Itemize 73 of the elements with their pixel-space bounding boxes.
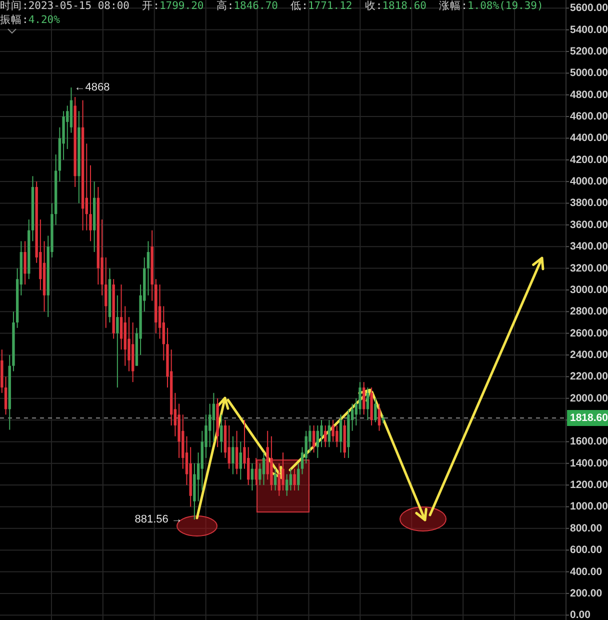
candlestick <box>293 468 296 491</box>
candlestick <box>378 403 381 432</box>
y-tick-label: 3400.00 <box>570 240 608 253</box>
candlestick <box>320 420 323 448</box>
y-tick-label: 2200.00 <box>570 370 608 383</box>
y-tick-label: 200.00 <box>570 587 602 600</box>
y-tick-label: 3600.00 <box>570 218 608 231</box>
chart-title: 时间:2023-05-15 08:00 开:1799.20 高:1846.70 低:1771.12 收:1818.60 涨幅:1.08%(19.39) <box>0 0 544 12</box>
candlestick <box>278 462 280 496</box>
y-tick-label: 4800.00 <box>570 88 608 101</box>
candlestick <box>104 256 108 328</box>
candlestick <box>262 452 266 486</box>
candlestick <box>208 403 212 448</box>
candlestick <box>128 316 130 372</box>
candlestick <box>24 240 26 286</box>
text: 振幅:4.20% <box>0 14 61 26</box>
y-tick-label: 1600.00 <box>570 436 608 448</box>
y-tick-label: 400.00 <box>570 566 602 578</box>
candlestick <box>336 424 338 448</box>
candlestick <box>282 452 284 491</box>
candlestick <box>116 294 119 388</box>
ref-line-label: 1818.60 <box>570 412 608 424</box>
candlestick <box>324 424 327 448</box>
y-tick-label: 5200.00 <box>570 45 608 58</box>
candlestick <box>366 387 370 421</box>
candlestick <box>297 462 300 491</box>
y-tick-label: 2600.00 <box>570 327 608 340</box>
y-tick-label: 0.00 <box>570 609 591 620</box>
candlestick <box>146 240 150 296</box>
y-tick-label: 1000.00 <box>570 500 608 513</box>
candlestick <box>162 306 165 361</box>
candlestick <box>232 436 234 475</box>
y-tick-label: 600.00 <box>570 544 602 556</box>
y-tick-label: 4000.00 <box>570 176 608 188</box>
candlestick <box>312 424 316 454</box>
y-tick-label: 2800.00 <box>570 306 608 318</box>
candlestick <box>362 382 366 416</box>
annotation: 881.56 → <box>134 514 182 526</box>
candlestick <box>254 457 258 486</box>
y-tick-label: 5400.00 <box>570 24 608 36</box>
candlestick <box>89 164 92 242</box>
y-tick-label: 5000.00 <box>570 67 608 80</box>
y-tick-label: 4200.00 <box>570 154 608 166</box>
y-tick-label: 3000.00 <box>570 284 608 296</box>
y-tick-label: 2000.00 <box>570 392 608 404</box>
candlestick <box>239 441 242 480</box>
y-tick-label: 3200.00 <box>570 262 608 274</box>
y-tick-label: 4400.00 <box>570 132 608 144</box>
y-tick-label: 800.00 <box>570 522 602 534</box>
candlestick <box>374 398 377 423</box>
y-tick-label: 4600.00 <box>570 110 608 123</box>
candlestick <box>274 468 277 491</box>
candlestick <box>120 284 123 350</box>
candlestick <box>286 474 288 496</box>
candlestick <box>250 462 254 491</box>
candlestick <box>220 414 223 454</box>
y-tick-label: 1200.00 <box>570 479 608 492</box>
candlestick <box>228 424 230 470</box>
candlestick <box>289 468 292 491</box>
y-tick-label: 2400.00 <box>570 348 608 361</box>
candlestick <box>332 420 334 442</box>
y-tick-label: 1400.00 <box>570 457 608 470</box>
y-tick-label: 5600.00 <box>570 2 608 14</box>
candlestick <box>235 430 238 475</box>
annotation: ←4868 <box>74 81 110 94</box>
candlestick <box>212 392 216 442</box>
candlestick <box>247 446 250 486</box>
candlestick <box>339 414 342 454</box>
candlestick <box>316 424 319 458</box>
candlestick <box>4 376 8 416</box>
candlestick <box>358 382 362 416</box>
y-tick-label: 3800.00 <box>570 197 608 210</box>
candlestick <box>328 420 331 448</box>
